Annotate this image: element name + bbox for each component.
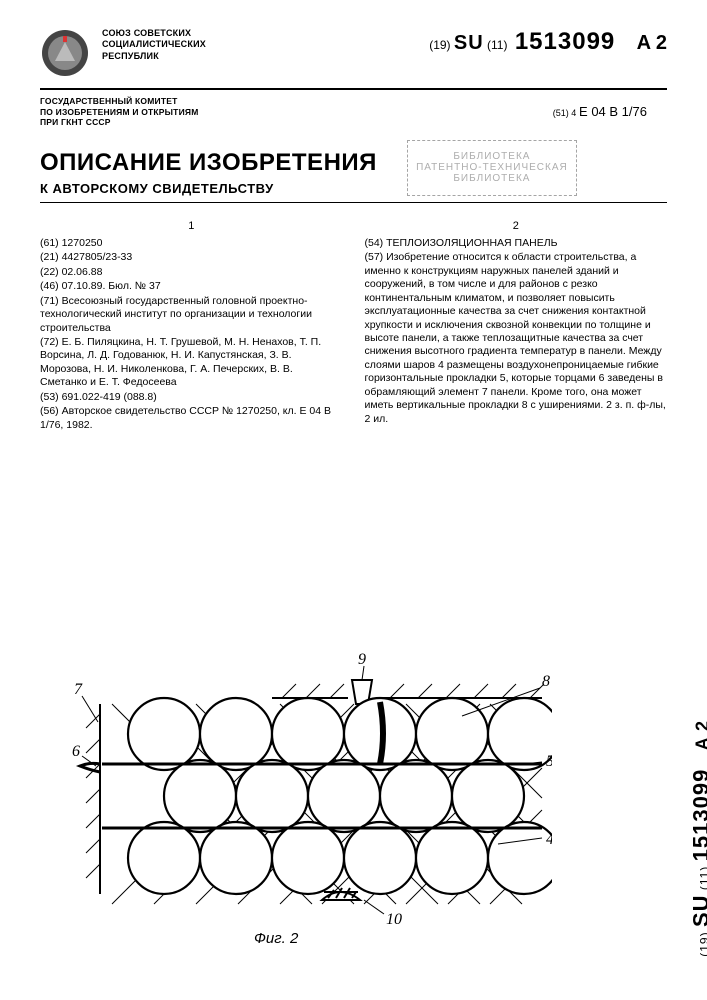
side-inid-19: (19) (698, 931, 707, 956)
inid-46: (46) 07.10.89. Бюл. № 37 (40, 280, 343, 293)
inid-51: (51) 4 (553, 108, 577, 118)
inid-54-title: (54) ТЕПЛОИЗОЛЯЦИОННАЯ ПАНЕЛЬ (365, 237, 668, 250)
publication-number: 1513099 (515, 28, 615, 55)
bibliographic-columns: 1 (61) 1270250 (21) 4427805/23-33 (22) 0… (40, 219, 667, 433)
authority-line: СОЮЗ СОВЕТСКИХ (102, 28, 206, 39)
inid-61: (61) 1270250 (40, 237, 343, 250)
inid-71: (71) Всесоюзный государственный головной… (40, 295, 343, 335)
publication-codes: (19) SU (11) 1513099 A 2 (429, 28, 667, 56)
issuing-authority: СОЮЗ СОВЕТСКИХ СОЦИАЛИСТИЧЕСКИХ РЕСПУБЛИ… (102, 28, 206, 62)
inid-19: (19) (429, 38, 450, 52)
library-stamp: БИБЛИОТЕКА ПАТЕНТНО-ТЕХНИЧЕСКАЯ БИБЛИОТЕ… (407, 140, 577, 196)
column-number: 1 (40, 219, 343, 233)
inid-72: (72) Е. Б. Пиляцкина, Н. Т. Грушевой, М.… (40, 336, 343, 390)
callout-5: 5 (546, 753, 552, 770)
header: СОЮЗ СОВЕТСКИХ СОЦИАЛИСТИЧЕСКИХ РЕСПУБЛИ… (40, 28, 667, 78)
inid-22: (22) 02.06.88 (40, 266, 343, 279)
kind-code: A 2 (637, 32, 667, 54)
inid-57-abstract: (57) Изобретение относится к области стр… (365, 251, 668, 426)
callout-4: 4 (546, 831, 552, 848)
figure-2: 7 6 9 8 5 4 10 (72, 644, 552, 944)
document-title: ОПИСАНИЕ ИЗОБРЕТЕНИЯ (40, 149, 377, 177)
inid-21: (21) 4427805/23-33 (40, 251, 343, 264)
inid-56: (56) Авторское свидетельство СССР № 1270… (40, 405, 343, 432)
column-1: 1 (61) 1270250 (21) 4427805/23-33 (22) 0… (40, 219, 343, 433)
stamp-line: БИБЛИОТЕКА (453, 173, 530, 184)
stamp-line: ПАТЕНТНО-ТЕХНИЧЕСКАЯ (416, 162, 568, 173)
side-publication-code: (19) SU (11) 1513099 A 2 (689, 720, 707, 957)
figure-svg: 7 6 9 8 5 4 10 (72, 644, 552, 944)
side-inid-11: (11) (698, 866, 707, 890)
committee-line: ПРИ ГКНТ СССР (40, 117, 250, 128)
title-block: ОПИСАНИЕ ИЗОБРЕТЕНИЯ К АВТОРСКОМУ СВИДЕТ… (40, 140, 667, 196)
side-publication-number: 1513099 (689, 769, 707, 862)
stamp-line: БИБЛИОТЕКА (453, 151, 530, 162)
figure-caption: Фиг. 2 (254, 930, 298, 947)
ipc-classification: (51) 4 E 04 B 1/76 (553, 104, 647, 119)
ipc-code: E 04 B 1/76 (579, 104, 647, 119)
inid-53: (53) 691.022-419 (088.8) (40, 391, 343, 404)
callout-7: 7 (74, 681, 83, 698)
country-code: SU (454, 32, 484, 54)
callout-10: 10 (386, 911, 402, 928)
authority-line: РЕСПУБЛИК (102, 51, 206, 62)
callout-8: 8 (542, 673, 550, 690)
rule-under-title (40, 202, 667, 203)
column-2: 2 (54) ТЕПЛОИЗОЛЯЦИОННАЯ ПАНЕЛЬ (57) Изо… (365, 219, 668, 433)
callout-6: 6 (72, 743, 80, 760)
authority-line: СОЦИАЛИСТИЧЕСКИХ (102, 39, 206, 50)
column-number: 2 (365, 219, 668, 233)
state-emblem-icon (40, 28, 90, 78)
committee-line: ПО ИЗОБРЕТЕНИЯМ И ОТКРЫТИЯМ (40, 107, 250, 118)
committee-block: ГОСУДАРСТВЕННЫЙ КОМИТЕТ ПО ИЗОБРЕТЕНИЯМ … (40, 96, 250, 128)
committee-line: ГОСУДАРСТВЕННЫЙ КОМИТЕТ (40, 96, 250, 107)
side-country-code: SU (689, 894, 707, 927)
callout-9: 9 (358, 651, 366, 668)
document-subtitle: К АВТОРСКОМУ СВИДЕТЕЛЬСТВУ (40, 181, 377, 196)
rule-top (40, 88, 667, 90)
inid-11: (11) (487, 38, 507, 52)
side-kind-code: A 2 (693, 720, 707, 750)
